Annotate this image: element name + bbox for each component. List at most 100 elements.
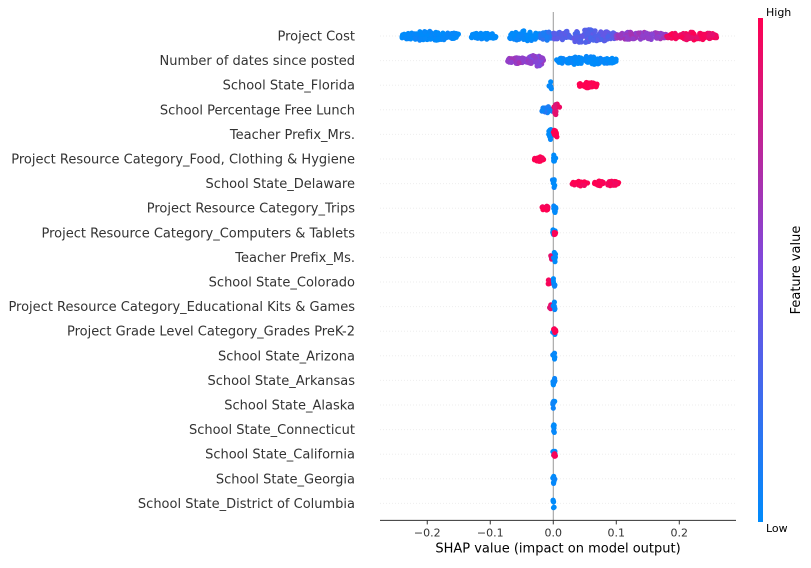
data-point: [592, 28, 598, 34]
data-point: [700, 36, 706, 42]
data-point: [520, 36, 526, 42]
feature-row-points: [550, 398, 558, 411]
data-point: [536, 156, 542, 162]
data-point: [450, 35, 457, 41]
colorbar-high-label: High: [766, 6, 791, 19]
data-point: [594, 56, 601, 62]
feature-label: Teacher Prefix_Mrs.: [229, 128, 355, 143]
feature-row-points: [547, 299, 558, 313]
feature-row-points: [550, 375, 558, 388]
data-point: [551, 379, 558, 385]
colorbar-low-label: Low: [766, 522, 788, 535]
feature-row-points: [548, 249, 559, 265]
data-points: [399, 27, 720, 511]
data-point: [551, 429, 557, 435]
data-point: [630, 36, 636, 42]
feature-label: School State_Florida: [223, 79, 355, 94]
feature-row-points: [549, 177, 622, 190]
data-point: [589, 61, 595, 67]
feature-label: Teacher Prefix_Ms.: [234, 251, 355, 266]
data-point: [553, 206, 559, 212]
data-point: [519, 55, 526, 61]
data-point: [551, 499, 557, 505]
feature-row-points: [550, 326, 559, 337]
data-point: [406, 32, 412, 38]
feature-row-points: [550, 448, 559, 459]
x-tick-label: 0.2: [671, 526, 689, 539]
x-ticks: −0.2 −0.1 0.0 0.1 0.2: [414, 520, 688, 539]
data-point: [689, 35, 695, 41]
data-point: [604, 56, 610, 62]
data-point: [540, 30, 546, 36]
data-point: [576, 54, 582, 61]
feature-label: School State_Connecticut: [189, 423, 355, 438]
data-point: [624, 36, 630, 42]
data-point: [552, 476, 558, 482]
x-tick-label: −0.1: [477, 526, 504, 539]
data-point: [645, 35, 651, 42]
data-point: [552, 256, 558, 262]
data-point: [551, 31, 558, 37]
x-tick-label: 0.1: [608, 526, 626, 539]
data-point: [609, 60, 615, 66]
data-point: [551, 249, 557, 256]
data-point: [552, 182, 558, 188]
feature-label: Project Cost: [277, 30, 355, 45]
data-point: [443, 35, 449, 41]
data-point: [590, 37, 597, 43]
data-point: [544, 34, 550, 40]
data-point: [551, 356, 558, 362]
data-point: [551, 158, 558, 164]
data-point: [440, 30, 446, 36]
data-point: [478, 33, 485, 39]
data-point: [605, 33, 611, 39]
data-point: [550, 400, 556, 406]
data-point: [545, 277, 552, 283]
data-point: [654, 35, 660, 41]
feature-row-points: [546, 79, 600, 92]
data-point: [713, 35, 720, 41]
data-point: [427, 36, 434, 42]
data-point: [528, 34, 534, 40]
data-point: [434, 30, 440, 37]
data-point: [401, 31, 407, 37]
data-point: [640, 33, 646, 39]
x-tick-label: 0.0: [545, 526, 563, 539]
data-point: [527, 59, 534, 65]
data-point: [583, 83, 589, 89]
data-point: [558, 32, 564, 38]
data-point: [483, 31, 489, 37]
data-point: [593, 84, 599, 90]
data-point: [551, 283, 558, 289]
data-point: [588, 57, 594, 63]
data-point: [531, 157, 538, 163]
data-point: [551, 452, 557, 458]
data-point: [552, 306, 558, 312]
data-point: [508, 56, 514, 62]
feature-row-points: [550, 350, 558, 362]
data-point: [523, 32, 530, 38]
data-point: [566, 33, 572, 39]
data-point: [516, 60, 522, 66]
data-point: [594, 37, 600, 43]
feature-label: School State_Alaska: [224, 399, 355, 414]
data-point: [552, 104, 558, 110]
feature-label: School State_Georgia: [216, 472, 355, 487]
data-point: [591, 180, 598, 187]
data-point: [706, 33, 712, 39]
data-point: [490, 34, 496, 40]
data-point: [673, 32, 679, 38]
data-point: [582, 27, 588, 33]
data-point: [585, 30, 592, 36]
feature-row-points: [505, 53, 619, 69]
data-point: [551, 326, 557, 332]
feature-label: Project Resource Category_Food, Clothing…: [11, 153, 355, 168]
feature-label: School Percentage Free Lunch: [160, 103, 355, 118]
feature-row-points: [539, 101, 563, 118]
feature-label: Project Resource Category_Computers & Ta…: [41, 226, 355, 241]
x-tick-label: −0.2: [414, 526, 441, 539]
data-point: [583, 39, 589, 45]
data-point: [540, 36, 546, 42]
feature-row-points: [545, 276, 558, 289]
data-point: [564, 57, 570, 63]
